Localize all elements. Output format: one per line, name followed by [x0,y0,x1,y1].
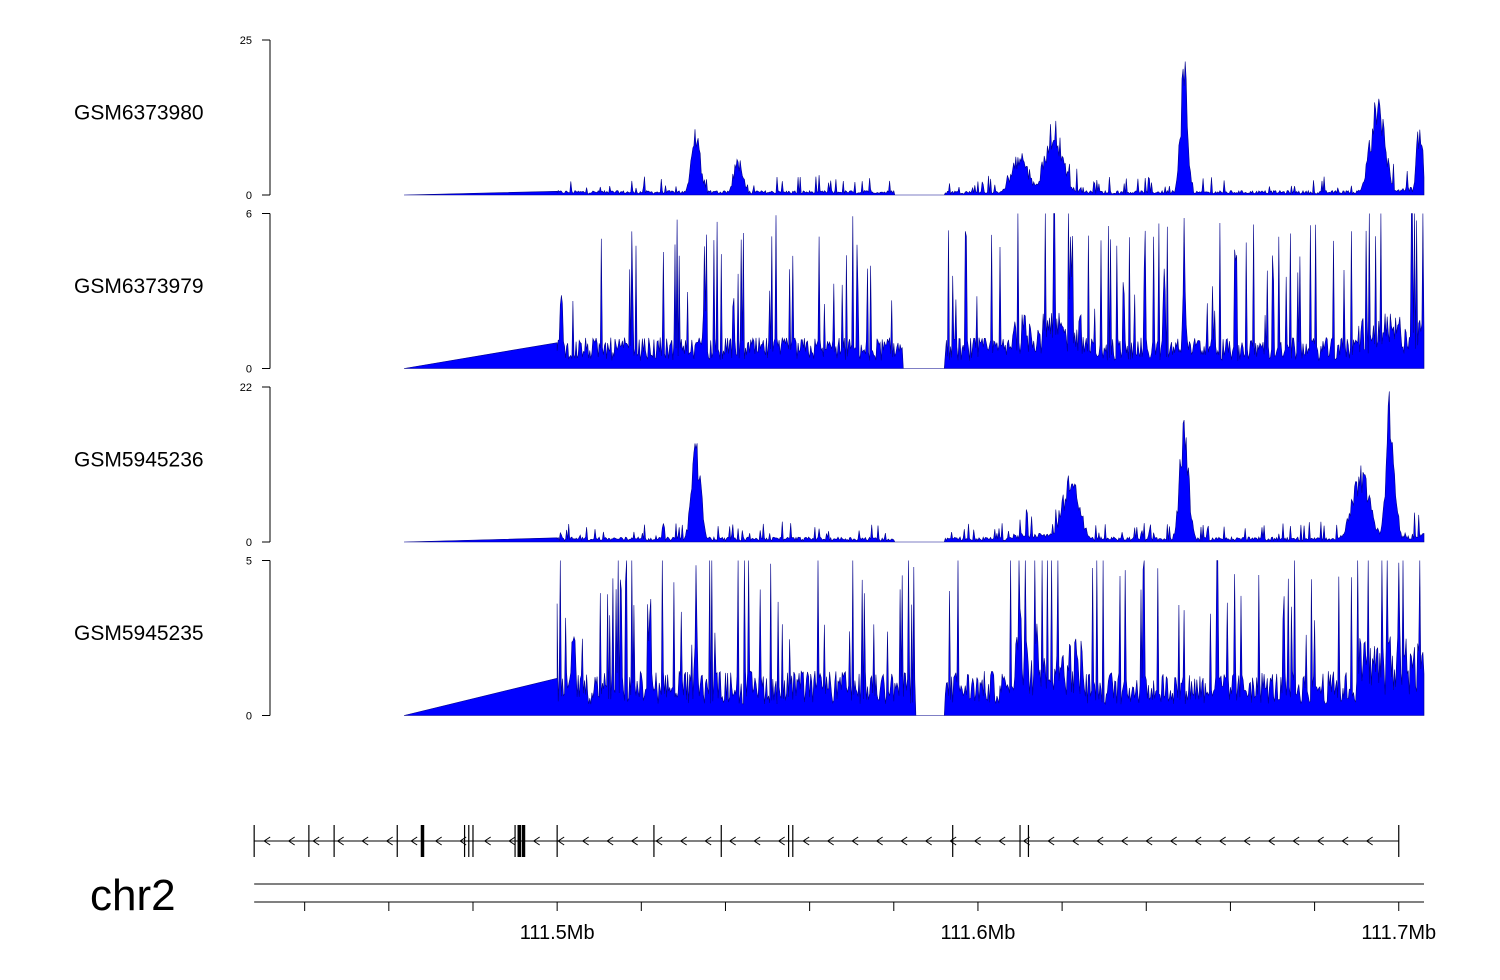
strand-arrow [385,836,393,846]
gene-model-track [253,825,1424,903]
coverage-tracks: GSM6373980250GSM637397960GSM5945236220GS… [74,35,1425,723]
x-tick-label: 111.6Mb [941,922,1016,944]
strand-arrow [1292,836,1300,846]
strand-arrow [263,836,271,846]
strand-arrow [728,836,736,846]
strand-arrow [508,836,516,846]
strand-arrow [312,836,320,846]
chromosome-label: chr2 [90,871,176,920]
strand-arrow [581,836,589,846]
y-tick-label: 0 [246,537,252,549]
x-tick-label: 111.5Mb [520,922,595,944]
strand-arrow [1071,836,1079,846]
strand-arrow [1047,836,1055,846]
strand-arrow [704,836,712,846]
strand-arrow [1022,836,1030,846]
strand-arrow [361,836,369,846]
strand-arrow [655,836,663,846]
strand-arrow [802,836,810,846]
strand-arrow [679,836,687,846]
genomic-axis: 111.5Mb 111.6Mb 111.7Mb [304,902,1436,944]
y-tick-label: 25 [240,35,252,47]
track-gsm5945235: GSM5945235 5 0 [74,556,1425,723]
strand-arrow [1169,836,1177,846]
strand-arrow [1365,836,1373,846]
strand-arrow [998,836,1006,846]
strand-arrow [851,836,859,846]
x-tick-label: 111.7Mb [1361,922,1436,944]
strand-arrow [826,836,834,846]
y-tick-label: 0 [246,190,252,202]
strand-arrow [483,836,491,846]
track-label: GSM6373980 [74,102,204,125]
strand-arrow [875,836,883,846]
coverage-area [403,213,1425,369]
strand-arrow [973,836,981,846]
strand-arrow [1243,836,1251,846]
track-gsm6373979: GSM6373979 6 0 [74,209,1425,376]
strand-arrow [1194,836,1202,846]
strand-arrow [1145,836,1153,846]
track-gsm5945236: GSM5945236 22 0 [74,382,1425,549]
strand-arrow [900,836,908,846]
strand-arrow [949,836,957,846]
strand-arrow [1341,836,1349,846]
strand-arrow [753,836,761,846]
strand-arrow [557,836,565,846]
strand-arrow [1096,836,1104,846]
strand-arrow [434,836,442,846]
y-tick-label: 6 [246,209,252,221]
strand-arrow [606,836,614,846]
strand-arrow [1218,836,1226,846]
track-label: GSM6373979 [74,275,204,298]
coverage-area [403,391,1425,543]
strand-arrow [1267,836,1275,846]
coverage-area [403,61,1425,196]
strand-arrow [532,836,540,846]
strand-arrow [777,836,785,846]
y-tick-label: 22 [240,382,252,394]
strand-arrow [410,836,418,846]
track-label: GSM5945235 [74,622,204,645]
coverage-area [403,560,1425,716]
strand-arrow [1120,836,1128,846]
strand-arrow [924,836,932,846]
y-tick-label: 0 [246,711,252,723]
strand-arrow [287,836,295,846]
y-tick-label: 0 [246,364,252,376]
y-tick-label: 5 [246,556,252,568]
track-label: GSM5945236 [74,449,204,472]
strand-arrow [630,836,638,846]
strand-arrow [1316,836,1324,846]
track-gsm6373980: GSM6373980 25 0 [74,35,1425,202]
strand-arrow [336,836,344,846]
